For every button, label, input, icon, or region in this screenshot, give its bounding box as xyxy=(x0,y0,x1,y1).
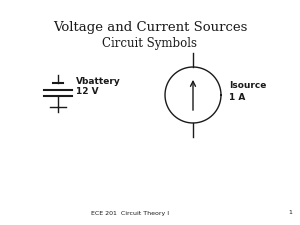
Text: 1: 1 xyxy=(288,211,292,216)
Text: Circuit Symbols: Circuit Symbols xyxy=(103,38,197,50)
Text: Vbattery: Vbattery xyxy=(76,76,121,86)
Text: 1 A: 1 A xyxy=(229,92,245,101)
Text: Voltage and Current Sources: Voltage and Current Sources xyxy=(53,20,247,34)
Text: 12 V: 12 V xyxy=(76,86,99,95)
Text: ECE 201  Circuit Theory I: ECE 201 Circuit Theory I xyxy=(91,211,169,216)
Text: Isource: Isource xyxy=(229,81,266,90)
